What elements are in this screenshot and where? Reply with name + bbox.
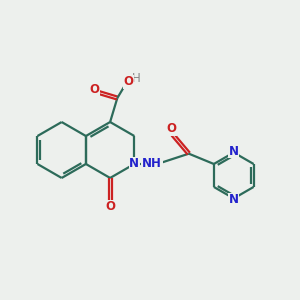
Text: H: H [132,72,140,86]
Text: O: O [124,75,134,88]
Text: O: O [89,83,99,96]
Text: O: O [105,200,115,213]
Text: N: N [229,194,239,206]
Text: O: O [166,122,176,135]
Text: N: N [129,158,139,170]
Text: N: N [229,145,239,158]
Text: NH: NH [142,158,162,170]
